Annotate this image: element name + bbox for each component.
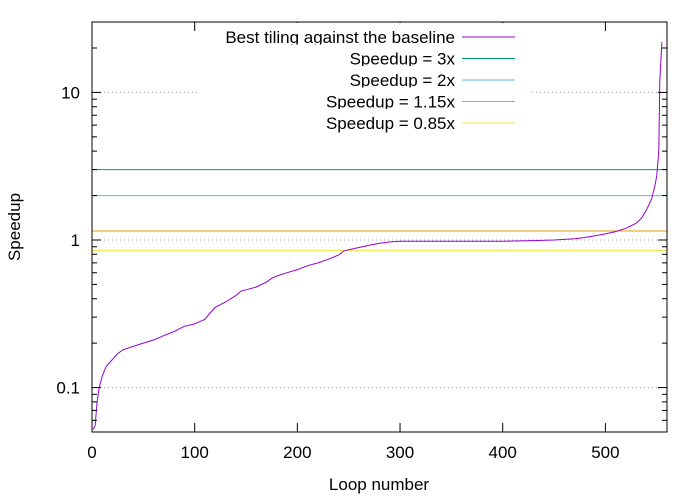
legend: Best tiling against the baseline Speedup … [200,23,530,133]
y-tick-label: 1 [71,231,80,250]
legend-background [200,109,530,129]
x-tick-label: 300 [386,443,414,462]
reference-lines [92,169,667,251]
y-tick-label: 0.1 [56,379,80,398]
legend-label: Speedup = 2x [350,71,456,90]
legend-background [200,87,530,108]
legend-background [200,23,530,43]
x-tick-label: 200 [283,443,311,462]
y-axis-title: Speedup [5,193,24,261]
ticks [91,21,667,433]
series-layer [92,41,663,430]
legend-background [200,44,530,65]
y-tick-labels: 0.1 1 10 [56,83,80,397]
legend-label: Speedup = 0.85x [326,114,456,133]
x-axis-title: Loop number [329,475,430,494]
y-tick-label: 10 [61,83,80,102]
x-tick-label: 100 [180,443,208,462]
legend-label: Speedup = 3x [350,50,456,69]
series-line [92,41,663,430]
x-tick-labels: 0 100 200 300 400 500 [87,443,619,462]
legend-label: Speedup = 1.15x [326,93,456,112]
plot-frame [91,21,668,433]
x-tick-label: 400 [489,443,517,462]
legend-label: Best tiling against the baseline [225,28,455,47]
x-tick-label: 0 [87,443,96,462]
legend-background [200,66,530,86]
grid-layer [92,91,667,389]
x-tick-label: 500 [591,443,619,462]
